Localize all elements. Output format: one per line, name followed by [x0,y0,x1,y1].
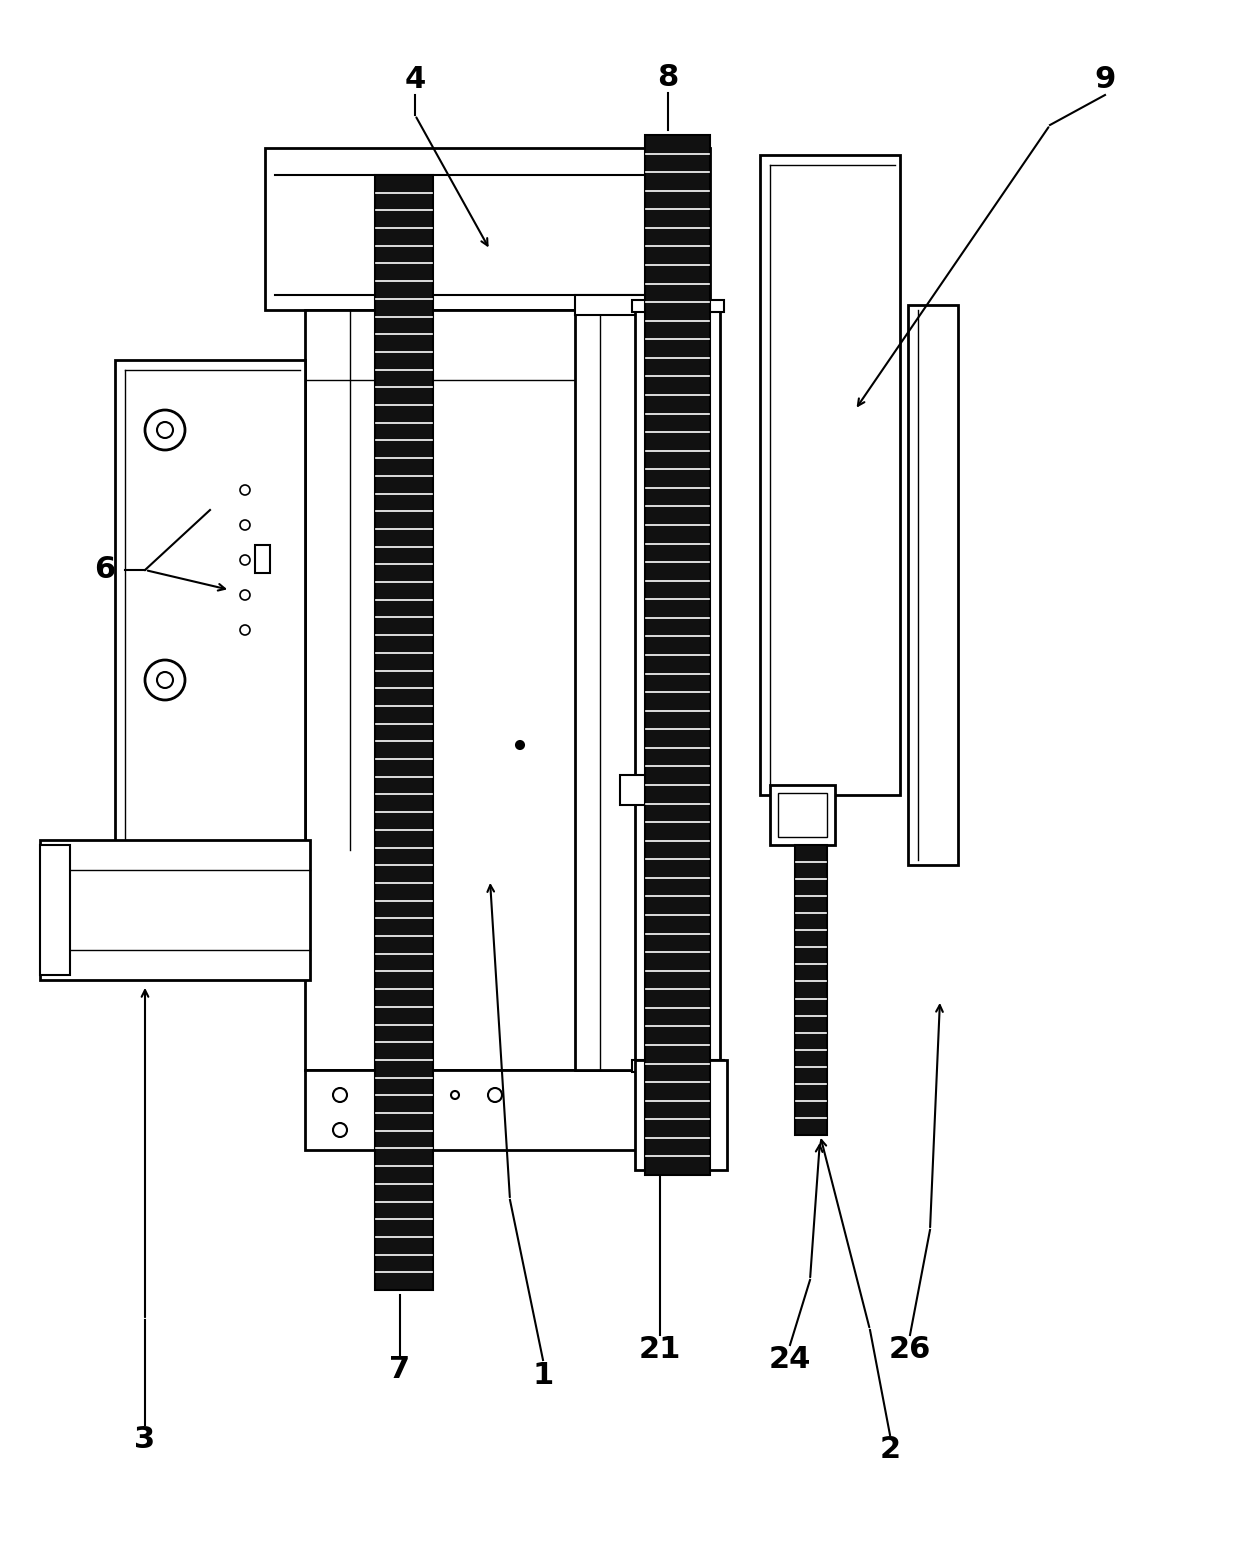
Bar [115,360,305,870]
Circle shape [334,1089,347,1103]
Circle shape [241,626,250,635]
Bar [40,840,310,981]
Circle shape [241,519,250,530]
Bar [255,544,270,572]
Bar [40,845,69,974]
Circle shape [516,741,525,749]
Bar [575,310,670,1070]
Text: 26: 26 [889,1336,931,1364]
Bar [908,305,959,865]
Circle shape [241,485,250,494]
Circle shape [145,410,185,450]
Circle shape [334,1123,347,1137]
Circle shape [241,555,250,565]
Bar [795,845,827,1135]
Circle shape [489,1089,502,1103]
Text: 2: 2 [879,1436,900,1464]
Text: 8: 8 [657,64,678,92]
Bar [620,776,650,805]
Text: 7: 7 [389,1356,410,1384]
Circle shape [451,1092,459,1099]
Circle shape [383,1089,397,1103]
Bar [635,1060,727,1170]
Text: 1: 1 [532,1361,553,1389]
Text: 24: 24 [769,1345,811,1375]
Circle shape [157,422,174,438]
Bar [777,793,827,837]
Bar [575,296,670,314]
Bar [632,1060,724,1071]
Text: 3: 3 [134,1425,155,1455]
Bar [645,135,711,1175]
Circle shape [383,1123,397,1137]
Text: 6: 6 [94,555,115,585]
Circle shape [241,590,250,601]
Bar [635,305,720,1065]
Bar [374,175,433,1290]
Bar [305,1070,640,1150]
Text: 4: 4 [404,66,425,94]
Bar [760,155,900,795]
Bar [632,300,724,311]
Text: 21: 21 [639,1336,681,1364]
Bar [265,149,711,310]
Circle shape [145,660,185,701]
Circle shape [157,673,174,688]
Bar [305,310,640,1070]
Bar [770,785,835,845]
Text: 9: 9 [1095,66,1116,94]
